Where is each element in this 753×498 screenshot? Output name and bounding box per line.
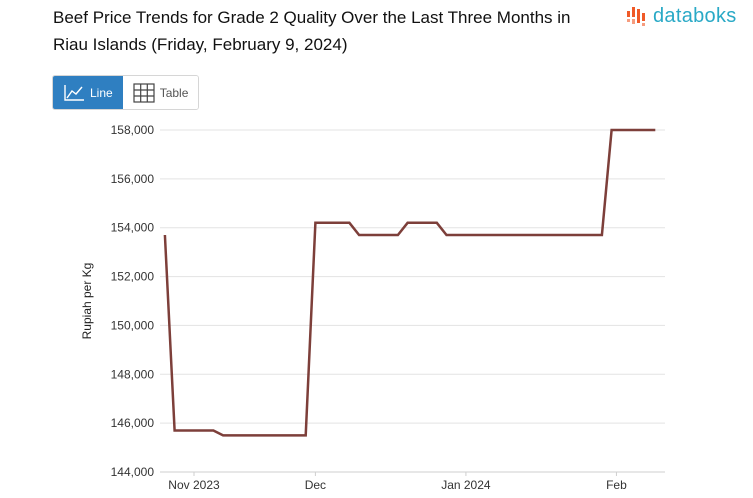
y-axis-title: Rupiah per Kg <box>80 263 94 340</box>
line-view-button[interactable]: Line <box>53 76 123 109</box>
y-tick-label: 148,000 <box>111 367 155 381</box>
databoks-logo[interactable]: databoks <box>626 4 737 28</box>
y-tick-label: 158,000 <box>111 123 155 137</box>
view-toggle: Line Table <box>52 75 200 110</box>
line-view-label: Line <box>90 85 113 100</box>
y-tick-label: 144,000 <box>111 465 155 479</box>
price-series-line <box>163 128 656 437</box>
y-tick-label: 156,000 <box>111 172 155 186</box>
x-tick-label: Dec <box>305 478 326 492</box>
y-axis-ticks: 144,000 146,000 148,000 150,000 152,000 154,0… <box>111 123 155 479</box>
table-view-button[interactable]: Table <box>122 76 199 109</box>
table-grid-icon <box>133 82 155 103</box>
y-tick-label: 154,000 <box>111 221 155 235</box>
x-axis-ticks: Nov 2023 Dec Jan 2024 Feb <box>168 472 627 492</box>
y-tick-label: 146,000 <box>111 416 155 430</box>
x-tick-label: Feb <box>606 478 627 492</box>
x-tick-label: Jan 2024 <box>441 478 491 492</box>
y-tick-label: 150,000 <box>111 318 155 332</box>
y-tick-label: 152,000 <box>111 270 155 284</box>
databoks-bars-icon <box>627 7 645 26</box>
grid-lines <box>160 129 665 473</box>
table-view-label: Table <box>159 85 189 100</box>
x-tick-label: Nov 2023 <box>168 478 220 492</box>
line-chart-icon <box>64 84 84 101</box>
databoks-logo-text: databoks <box>653 5 737 27</box>
chart-title: Beef Price Trends for Grade 2 Quality Ov… <box>53 8 571 54</box>
